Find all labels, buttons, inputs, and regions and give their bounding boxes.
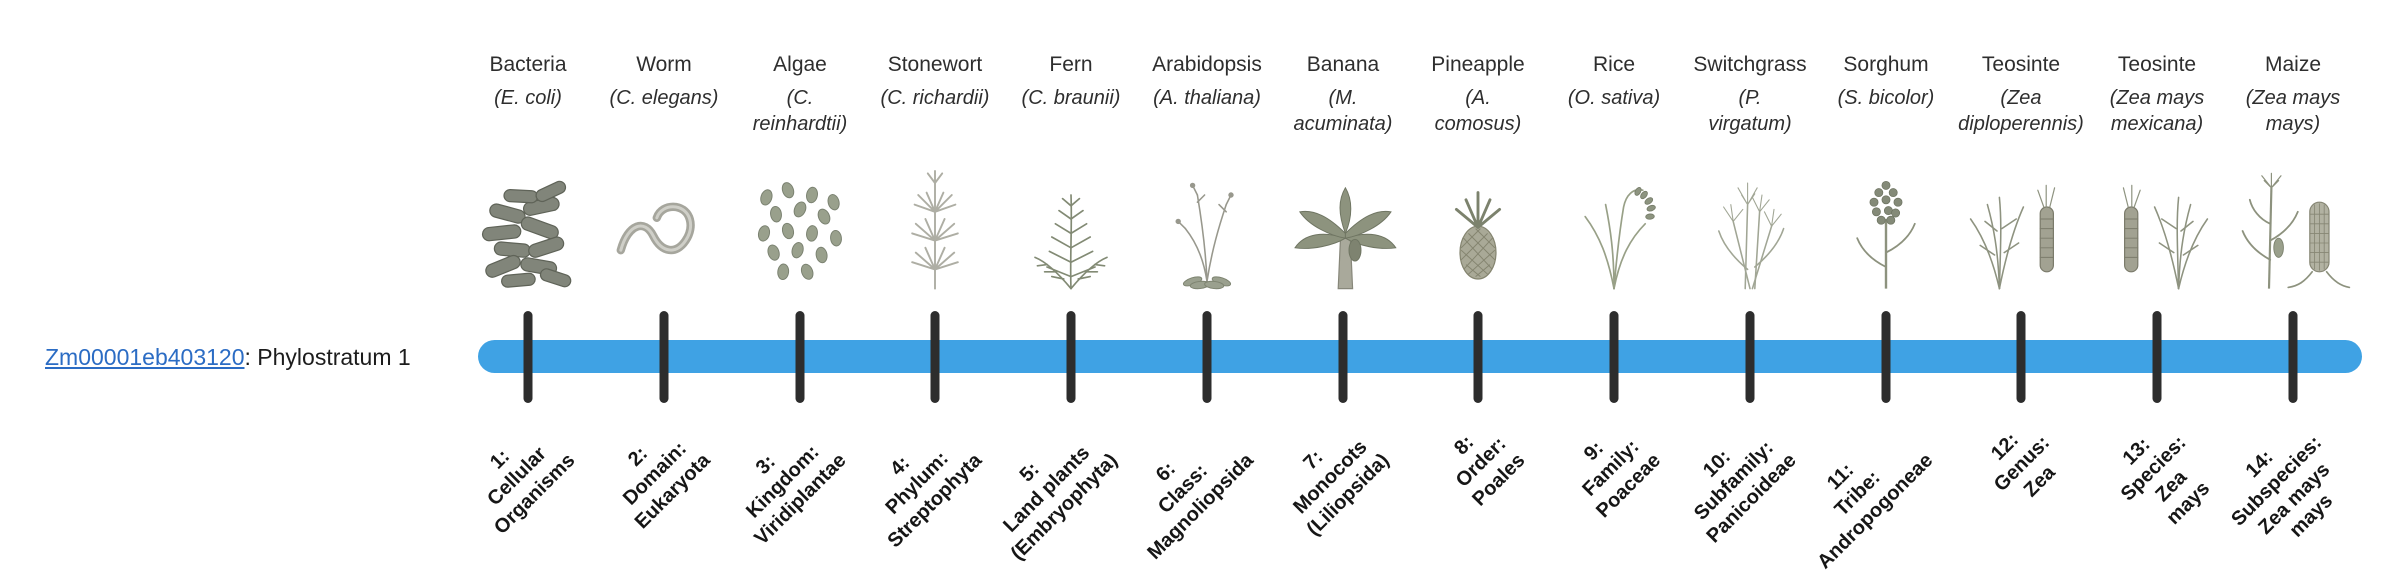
organism-common-name: Banana [1306, 53, 1380, 76]
organism-scientific-name: (C. elegans) [609, 87, 719, 110]
timeline-bar [478, 340, 2362, 373]
stratum-label: 9: Family: Poaceae [1578, 435, 1665, 523]
organism-common-name: Rice [1592, 53, 1635, 76]
organism-column: Worm (C. elegans) [589, 52, 739, 291]
organism-scientific-name: (E. coli) [494, 87, 562, 110]
sorghum-icon [1826, 141, 1946, 291]
maize-icon [2233, 141, 2353, 291]
timeline-tick [1338, 311, 1348, 403]
organism-scientific-name: (O. sativa) [1567, 87, 1661, 110]
organism-common-name: Teosinte [1981, 53, 2061, 76]
timeline-tick [1881, 311, 1891, 403]
organism-scientific-name: (P. virgatum) [1708, 87, 1792, 136]
organism-scientific-name: (Zea mays mays) [2245, 87, 2341, 136]
stratum-label: 1: Cellular Organisms [483, 442, 579, 539]
organism-common-name: Fern [1049, 53, 1093, 76]
organism-scientific-name: (Zea diploperennis) [1958, 87, 2084, 136]
organism-common-name: Pineapple [1431, 53, 1525, 76]
timeline-tick [2152, 311, 2162, 403]
timeline-tick [1745, 311, 1755, 403]
organism-column: Maize (Zea mays mays) [2218, 52, 2368, 291]
timeline-tick [2288, 311, 2298, 403]
organism-column: Sorghum (S. bicolor) [1811, 52, 1961, 291]
organism-common-name: Stonewort [887, 53, 983, 76]
organism-common-name: Worm [636, 53, 692, 76]
organism-column: Bacteria (E. coli) [453, 52, 603, 291]
timeline-tick [659, 311, 669, 403]
pineapple-icon [1418, 141, 1538, 291]
organism-common-name: Teosinte [2117, 53, 2197, 76]
rice-icon [1554, 141, 1674, 291]
gene-id-link[interactable]: Zm00001eb403120 [45, 344, 245, 370]
timeline-tick [1473, 311, 1483, 403]
organism-scientific-name: (A. comosus) [1434, 87, 1522, 136]
timeline-tick [2016, 311, 2026, 403]
organism-scientific-name: (C. reinhardtii) [752, 87, 848, 136]
stratum-label: 3: Kingdom: Viridiplantae [742, 441, 851, 550]
stratum-label: 13: Species: Zea mays [2116, 431, 2214, 530]
phylostratum-text: : Phylostratum 1 [244, 344, 411, 370]
organism-common-name: Bacteria [489, 53, 567, 76]
stratum-label: 2: Domain: Eukaryota [619, 437, 715, 534]
stratum-label: 5: Land plants (Embryophyta) [999, 442, 1122, 565]
organism-column: Pineapple (A. comosus) [1403, 52, 1553, 291]
teosinte-mexicana-icon [2097, 141, 2217, 291]
teosinte-diploperennis-icon [1961, 141, 2081, 291]
stratum-label: 11: Tribe: Andropogoneae [1812, 449, 1937, 574]
organism-column: Arabidopsis (A. thaliana) [1132, 52, 1282, 291]
stratum-label: 4: Phylum: Streptophyta [881, 447, 986, 552]
organism-common-name: Arabidopsis [1152, 53, 1262, 76]
switchgrass-icon [1690, 141, 1810, 291]
timeline-tick [1609, 311, 1619, 403]
timeline-tick [523, 311, 533, 403]
organism-scientific-name: (C. braunii) [1021, 87, 1121, 110]
organism-scientific-name: (M. acuminata) [1293, 87, 1393, 136]
timeline-tick [795, 311, 805, 403]
organism-column: Stonewort (C. richardii) [860, 52, 1010, 291]
organism-common-name: Switchgrass [1693, 53, 1807, 76]
timeline-tick [930, 311, 940, 403]
stratum-label: 14: Subspecies: Zea mays mays [2227, 431, 2338, 542]
organism-column: Rice (O. sativa) [1539, 52, 1689, 291]
stratum-label: 6: Class: Magnoliopsida [1143, 449, 1258, 564]
organism-column: Algae (C. reinhardtii) [725, 52, 875, 291]
organism-scientific-name: (A. thaliana) [1153, 87, 1261, 110]
stratum-label: 7: Monocots (Liliopsida) [1289, 436, 1394, 541]
organism-scientific-name: (Zea mays mexicana) [2109, 87, 2205, 136]
stratum-label: 12: Genus: Zea [1987, 428, 2060, 502]
timeline-tick [1066, 311, 1076, 403]
organism-column: Fern (C. braunii) [996, 52, 1146, 291]
stratum-label: 8: Order: Poales [1449, 431, 1529, 511]
bacteria-icon [468, 141, 588, 291]
organism-column: Banana (M. acuminata) [1268, 52, 1418, 291]
organism-common-name: Algae [773, 53, 827, 76]
worm-icon [604, 141, 724, 291]
organism-common-name: Maize [2264, 53, 2322, 76]
organism-column: Teosinte (Zea diploperennis) [1946, 52, 2096, 291]
timeline-tick [1202, 311, 1212, 403]
organism-scientific-name: (C. richardii) [880, 87, 990, 110]
stratum-label: 10: Subfamily: Panicoideae [1690, 437, 1801, 548]
algae-icon [740, 141, 860, 291]
organism-common-name: Sorghum [1843, 53, 1929, 76]
banana-icon [1283, 141, 1403, 291]
organism-column: Switchgrass (P. virgatum) [1675, 52, 1825, 291]
gene-label: Zm00001eb403120: Phylostratum 1 [45, 342, 411, 372]
fern-icon [1011, 141, 1131, 291]
organism-scientific-name: (S. bicolor) [1837, 87, 1935, 110]
stonewort-icon [875, 141, 995, 291]
organism-column: Teosinte (Zea mays mexicana) [2082, 52, 2232, 291]
arabidopsis-icon [1147, 141, 1267, 291]
